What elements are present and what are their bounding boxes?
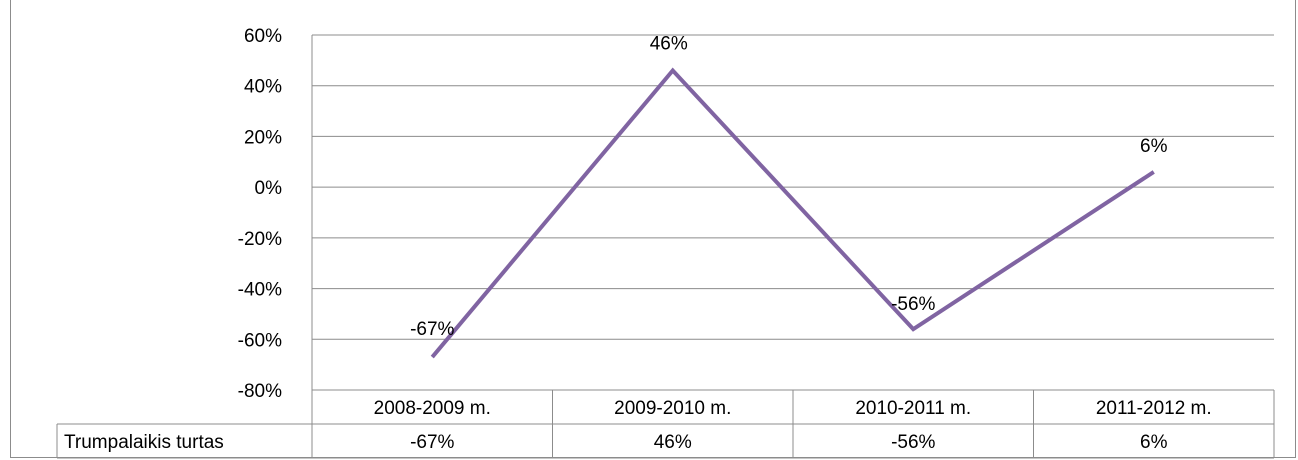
y-tick-label: 20% <box>244 127 282 148</box>
y-tick-label: -60% <box>238 330 282 351</box>
category-label: 2010-2011 m. <box>855 398 971 419</box>
table-value: -56% <box>891 432 935 453</box>
category-label: 2009-2010 m. <box>614 398 731 419</box>
data-table: 2008-2009 m. 2009-2010 m. 2010-2011 m. 2011… <box>56 389 1275 459</box>
y-tick-label: -80% <box>238 381 282 402</box>
data-label: 46% <box>650 34 688 55</box>
series-name: Trumpalaikis turtas <box>64 432 224 453</box>
data-labels: -67% 46% -56% 6% <box>410 34 1168 341</box>
series-layer <box>430 67 1155 359</box>
data-label: -67% <box>410 319 454 340</box>
y-tick-label: 60% <box>244 26 282 47</box>
y-tick-label: -40% <box>238 280 282 301</box>
series-line <box>430 67 1155 359</box>
table-value: -67% <box>410 432 454 453</box>
category-label: 2008-2009 m. <box>374 398 491 419</box>
data-label: 6% <box>1140 136 1168 157</box>
y-tick-label: 0% <box>255 178 283 199</box>
y-tick-label: -20% <box>238 229 282 250</box>
table-value: 46% <box>654 432 692 453</box>
y-axis-ticks: 60% 40% 20% 0% -20% -40% -60% -80% <box>238 26 282 402</box>
data-label: -56% <box>891 294 935 315</box>
y-tick-label: 40% <box>244 77 282 98</box>
table-value: 6% <box>1140 432 1168 453</box>
category-label: 2011-2012 m. <box>1096 398 1212 419</box>
gridlines <box>311 34 1274 390</box>
